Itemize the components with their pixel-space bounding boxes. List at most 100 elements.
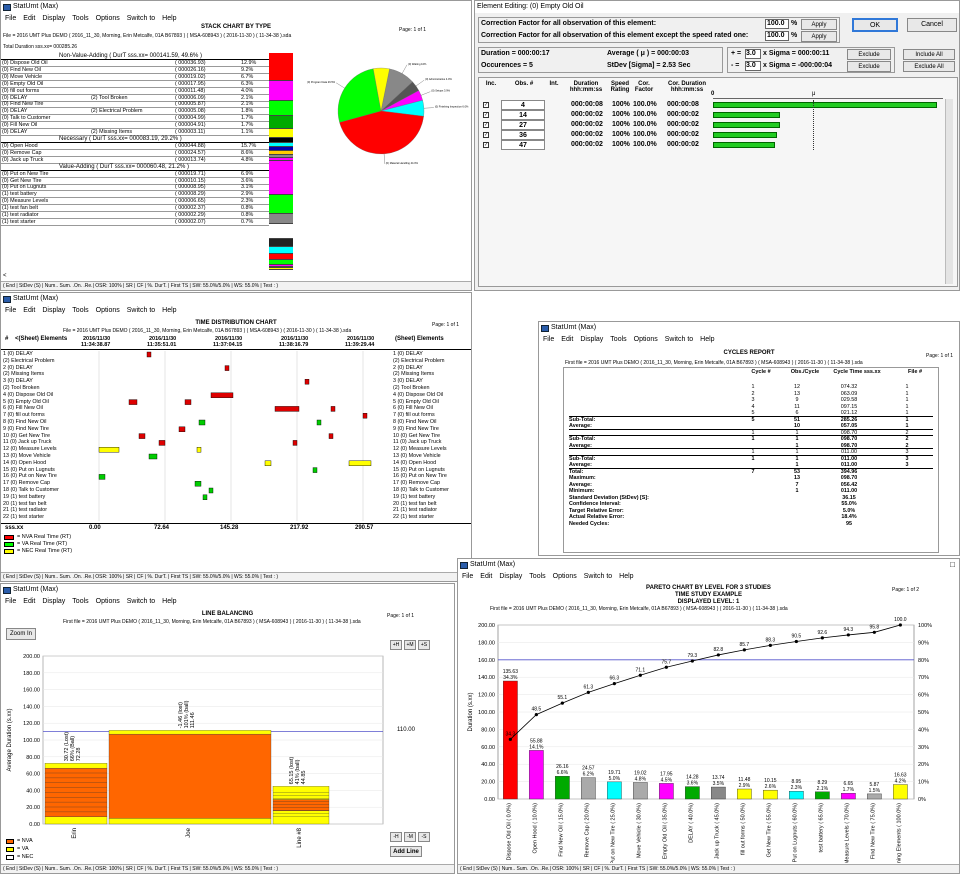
- obs-number[interactable]: 27: [501, 120, 545, 130]
- axis-line: [713, 98, 943, 99]
- menu-item-options[interactable]: Options: [552, 573, 577, 580]
- row-rule: [1, 100, 269, 102]
- cf-except-input[interactable]: 100.0: [765, 31, 789, 41]
- plus-sigma-input[interactable]: 3.0: [745, 49, 761, 59]
- zoom-in-button[interactable]: Zoom In: [6, 628, 36, 640]
- menu-item-help[interactable]: Help: [700, 336, 715, 343]
- pareto-bar: [606, 781, 622, 800]
- cf-all-input[interactable]: 100.0: [765, 19, 789, 29]
- menu-item-file[interactable]: File: [5, 598, 17, 605]
- add-line-button[interactable]: Add Line: [390, 846, 422, 857]
- element-row: 18 (0) Talk to Customer: [3, 487, 59, 493]
- menu-item-file[interactable]: File: [5, 15, 17, 22]
- chart-title: TIME DISTRIBUTION CHART: [195, 320, 277, 326]
- increase-hour-button[interactable]: +H: [390, 640, 402, 650]
- menu-item-switch-to[interactable]: Switch to: [126, 598, 156, 605]
- exclude-plus-button[interactable]: Exclude: [847, 49, 891, 60]
- include-checkbox[interactable]: ✓: [483, 122, 489, 128]
- menu-item-help[interactable]: Help: [162, 307, 177, 314]
- menu-item-edit[interactable]: Edit: [23, 307, 36, 314]
- cor-duration: 000:00:08: [667, 101, 699, 108]
- menu-item-edit[interactable]: Edit: [480, 573, 493, 580]
- menu-item-options[interactable]: Options: [95, 598, 120, 605]
- cycle-cell: 1: [751, 429, 755, 436]
- minus-label: - =: [731, 62, 740, 69]
- cancel-button[interactable]: Cancel: [907, 18, 957, 32]
- menu-item-edit[interactable]: Edit: [23, 15, 36, 22]
- menu-item-display[interactable]: Display: [580, 336, 604, 343]
- menu-item-help[interactable]: Help: [162, 15, 177, 22]
- menu-item-display[interactable]: Display: [499, 573, 523, 580]
- group-label: Value-Adding ( DurT sss.xx= 000060.48, 2…: [59, 163, 190, 170]
- line-balancing-chart: 0.00 20.00 40.00 60.00 80.00 100.00 120.00 140.…: [7, 654, 384, 848]
- element-row: 15 (0) Put on Lugnuts: [3, 466, 55, 473]
- menu-item-switch-to[interactable]: Switch to: [664, 336, 694, 343]
- minus-sigma-input[interactable]: 3.0: [745, 61, 761, 71]
- obs-number[interactable]: 14: [501, 110, 545, 120]
- obs-number[interactable]: 36: [501, 130, 545, 140]
- stack-row-value: ( 000011.48): [175, 87, 206, 94]
- include-checkbox[interactable]: ✓: [483, 102, 489, 108]
- menu-item-file[interactable]: File: [543, 336, 555, 343]
- table-scrollbar[interactable]: [945, 99, 953, 284]
- menu-item-edit[interactable]: Edit: [561, 336, 574, 343]
- menu-item-switch-to[interactable]: Switch to: [126, 15, 156, 22]
- menu-item-display[interactable]: Display: [42, 598, 66, 605]
- x-tick: 290.57: [355, 525, 374, 531]
- obs-number[interactable]: 47: [501, 140, 545, 150]
- pct-label: %: [791, 20, 798, 27]
- menu-item-tools[interactable]: Tools: [72, 598, 89, 605]
- menu-item-help[interactable]: Help: [619, 573, 634, 580]
- cumulative-label: 82.8: [713, 647, 723, 653]
- include-checkbox[interactable]: ✓: [483, 142, 489, 148]
- cycle-cell: 3: [905, 462, 909, 468]
- obs-number[interactable]: 4: [501, 100, 545, 110]
- menu-item-file[interactable]: File: [5, 307, 17, 314]
- stack-row-value: ( 000019.02): [175, 73, 206, 80]
- time-date: 2016/11/30: [215, 336, 243, 342]
- pie-label: (0) Administrative 4.0%: [425, 77, 452, 81]
- legend-label: = NEC Real Time (RT): [17, 548, 73, 554]
- menu-item-display[interactable]: Display: [42, 307, 66, 314]
- menu-item-file[interactable]: File: [462, 573, 474, 580]
- include-checkbox[interactable]: ✓: [483, 112, 489, 118]
- menu-item-tools[interactable]: Tools: [72, 15, 89, 22]
- apply-except-button[interactable]: Apply: [801, 31, 837, 42]
- exclude-minus-button[interactable]: Exclude: [847, 61, 891, 72]
- menu-item-options[interactable]: Options: [95, 307, 120, 314]
- increase-minute-button[interactable]: +M: [404, 640, 416, 650]
- apply-all-button[interactable]: Apply: [801, 19, 837, 30]
- increase-second-button[interactable]: +S: [418, 640, 430, 650]
- cycle-cell: 021.12: [840, 410, 858, 416]
- speed-rating: 100%: [612, 131, 630, 138]
- include-all-button[interactable]: Include All: [903, 49, 955, 60]
- decrease-hour-button[interactable]: -H: [390, 832, 402, 842]
- exclude-all-button[interactable]: Exclude All: [903, 61, 955, 72]
- include-checkbox[interactable]: ✓: [483, 132, 489, 138]
- cycle-cell: 1: [795, 442, 799, 449]
- decrease-second-button[interactable]: -S: [418, 832, 430, 842]
- menu-item-help[interactable]: Help: [162, 598, 177, 605]
- menu-item-tools[interactable]: Tools: [529, 573, 546, 580]
- ok-button[interactable]: OK: [852, 18, 898, 32]
- cycle-cell: 5: [751, 416, 755, 423]
- cycle-cell: 2: [905, 429, 909, 436]
- menu-item-switch-to[interactable]: Switch to: [126, 307, 156, 314]
- pareto-bar: [632, 782, 648, 800]
- pareto-bar: [528, 750, 544, 800]
- row-rule: [1, 190, 269, 192]
- scroll-left-icon[interactable]: <: [3, 273, 7, 279]
- pareto-bar: [789, 791, 804, 800]
- menu-item-tools[interactable]: Tools: [72, 307, 89, 314]
- menu-item-tools[interactable]: Tools: [610, 336, 627, 343]
- y2-tick: 20%: [918, 762, 929, 768]
- menu-item-edit[interactable]: Edit: [23, 598, 36, 605]
- stack-row-name: (0) DELAY: [2, 129, 28, 135]
- menu-item-options[interactable]: Options: [95, 15, 120, 22]
- menu-item-options[interactable]: Options: [633, 336, 658, 343]
- element-row: 20 (1) test fan belt: [3, 500, 47, 507]
- minimize-icon[interactable]: □: [950, 560, 955, 569]
- menu-item-display[interactable]: Display: [42, 15, 66, 22]
- menu-item-switch-to[interactable]: Switch to: [583, 573, 613, 580]
- decrease-minute-button[interactable]: -M: [404, 832, 416, 842]
